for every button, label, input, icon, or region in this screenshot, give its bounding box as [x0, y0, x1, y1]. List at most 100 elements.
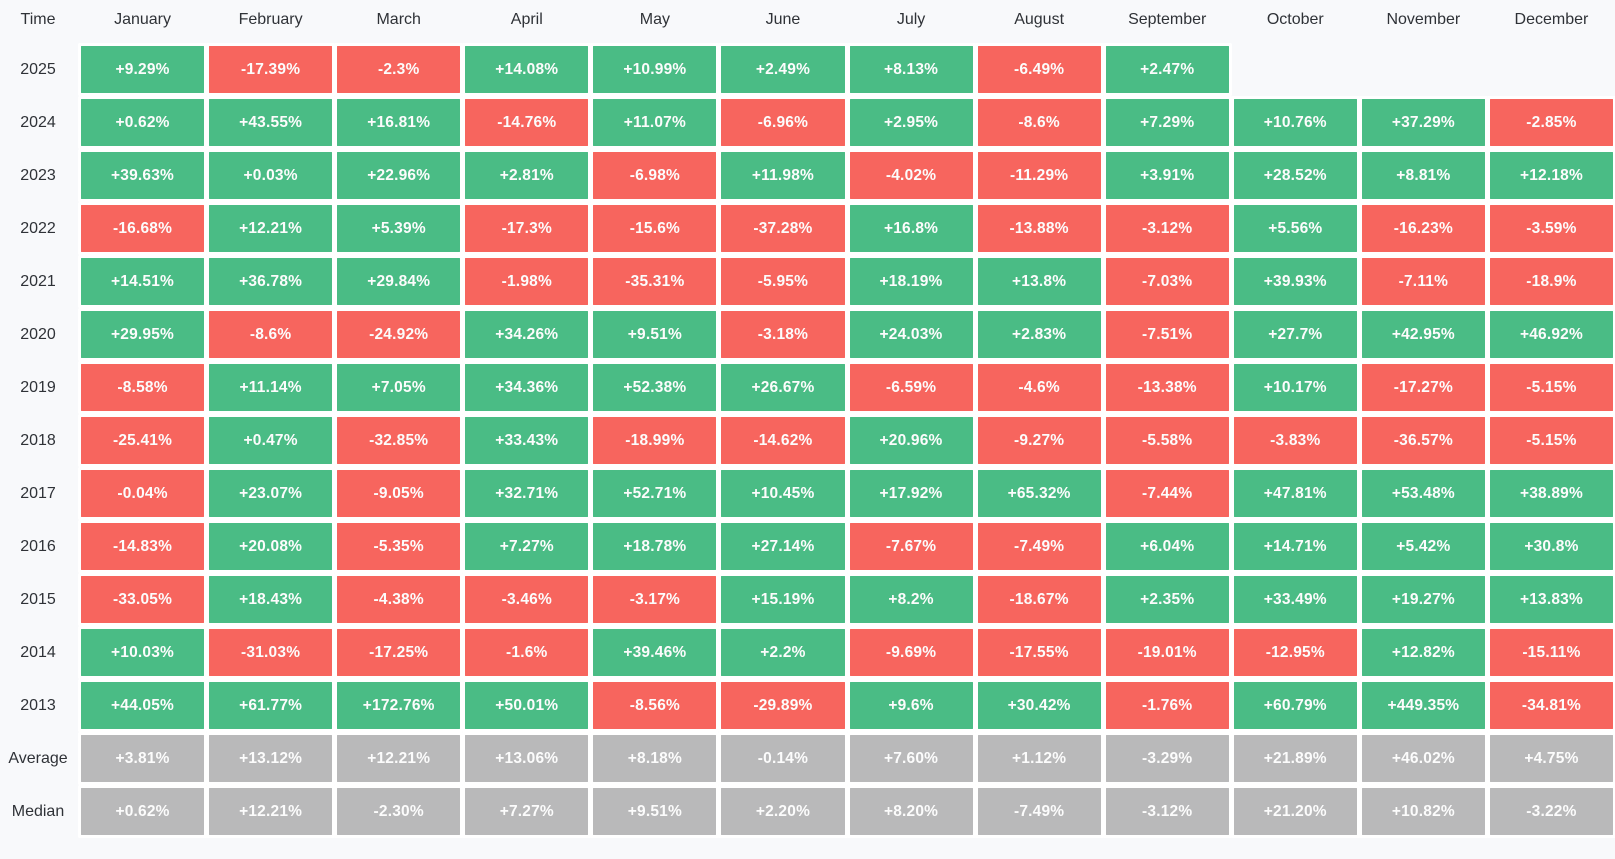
summary-cell: -3.12% [1105, 788, 1229, 835]
return-cell: +20.96% [849, 417, 973, 464]
return-cell: +17.92% [849, 470, 973, 517]
return-cell: -35.31% [593, 258, 717, 305]
return-cell: +27.7% [1233, 311, 1357, 358]
row-label: Average [8, 749, 68, 767]
corner-header-time: Time [20, 11, 56, 28]
return-cell: +34.36% [465, 364, 589, 411]
month-header: May [639, 11, 670, 28]
return-cell: +32.71% [465, 470, 589, 517]
summary-cell: +7.27% [465, 788, 589, 835]
summary-cell: +0.62% [81, 788, 205, 835]
return-cell: +10.03% [81, 629, 205, 676]
summary-cell: +8.20% [849, 788, 973, 835]
return-cell: +52.38% [593, 364, 717, 411]
return-cell: -5.15% [1489, 364, 1613, 411]
return-cell: +9.51% [593, 311, 717, 358]
return-cell: +39.63% [81, 152, 205, 199]
return-cell: -18.67% [977, 576, 1101, 623]
return-cell: +12.18% [1489, 152, 1613, 199]
return-cell: -7.03% [1105, 258, 1229, 305]
row-label: Median [11, 802, 65, 820]
return-cell: +19.27% [1361, 576, 1485, 623]
return-cell: -4.02% [849, 152, 973, 199]
return-cell: -0.04% [81, 470, 205, 517]
return-cell: +13.83% [1489, 576, 1613, 623]
summary-cell: +10.82% [1361, 788, 1485, 835]
return-cell: +23.07% [209, 470, 333, 517]
return-cell: -8.58% [81, 364, 205, 411]
summary-cell: +46.02% [1361, 735, 1485, 782]
return-cell: +5.39% [337, 205, 461, 252]
return-cell: +13.8% [977, 258, 1101, 305]
month-header: November [1386, 11, 1461, 28]
return-cell: -17.27% [1361, 364, 1485, 411]
return-cell: -8.56% [593, 682, 717, 729]
empty-cell [1234, 46, 1357, 93]
return-cell: +46.92% [1489, 311, 1613, 358]
return-cell: +5.56% [1233, 205, 1357, 252]
return-cell: +6.04% [1105, 523, 1229, 570]
return-cell: -5.15% [1489, 417, 1613, 464]
return-cell: +9.6% [849, 682, 973, 729]
return-cell: -16.68% [81, 205, 205, 252]
summary-cell: -3.29% [1105, 735, 1229, 782]
return-cell: +37.29% [1361, 99, 1485, 146]
summary-cell: +21.20% [1233, 788, 1357, 835]
row-label: 2025 [20, 60, 56, 78]
return-cell: -17.25% [337, 629, 461, 676]
return-cell: +16.81% [337, 99, 461, 146]
return-cell: +39.93% [1233, 258, 1357, 305]
return-cell: +30.42% [977, 682, 1101, 729]
row-label: 2015 [20, 590, 56, 608]
empty-cell [1362, 46, 1485, 93]
return-cell: +30.8% [1489, 523, 1613, 570]
return-cell: -1.6% [465, 629, 589, 676]
return-cell: +28.52% [1233, 152, 1357, 199]
return-cell: -5.95% [721, 258, 845, 305]
return-cell: -17.55% [977, 629, 1101, 676]
return-cell: +15.19% [721, 576, 845, 623]
summary-cell: +21.89% [1233, 735, 1357, 782]
return-cell: +39.46% [593, 629, 717, 676]
return-cell: -14.83% [81, 523, 205, 570]
return-cell: +3.91% [1105, 152, 1229, 199]
return-cell: +34.26% [465, 311, 589, 358]
return-cell: +8.13% [849, 46, 973, 93]
empty-cell [1490, 46, 1613, 93]
return-cell: -17.3% [465, 205, 589, 252]
summary-cell: +3.81% [81, 735, 205, 782]
month-header: August [1014, 11, 1065, 28]
row-label: 2014 [20, 643, 56, 661]
return-cell: +0.62% [81, 99, 205, 146]
return-cell: +14.08% [465, 46, 589, 93]
summary-cell: -2.30% [337, 788, 461, 835]
return-cell: +10.17% [1233, 364, 1357, 411]
return-cell: +52.71% [593, 470, 717, 517]
return-cell: +11.98% [721, 152, 845, 199]
return-cell: -6.96% [721, 99, 845, 146]
summary-cell: -3.22% [1489, 788, 1613, 835]
return-cell: +2.83% [977, 311, 1101, 358]
return-cell: +18.78% [593, 523, 717, 570]
return-cell: +29.84% [337, 258, 461, 305]
return-cell: +16.8% [849, 205, 973, 252]
return-cell: -18.99% [593, 417, 717, 464]
return-cell: +36.78% [209, 258, 333, 305]
return-cell: +12.21% [209, 205, 333, 252]
return-cell: -18.9% [1489, 258, 1613, 305]
return-cell: +0.03% [209, 152, 333, 199]
return-cell: -3.59% [1489, 205, 1613, 252]
return-cell: -13.88% [977, 205, 1101, 252]
return-cell: -16.23% [1361, 205, 1485, 252]
return-cell: +2.47% [1105, 46, 1229, 93]
return-cell: -36.57% [1361, 417, 1485, 464]
monthly-returns-heatmap: Time January February March April May June July… [8, 11, 1613, 835]
return-cell: +53.48% [1361, 470, 1485, 517]
return-cell: +38.89% [1489, 470, 1613, 517]
summary-cell: -0.14% [721, 735, 845, 782]
return-cell: +2.81% [465, 152, 589, 199]
return-cell: -13.38% [1105, 364, 1229, 411]
return-cell: -14.62% [721, 417, 845, 464]
month-header: December [1514, 11, 1589, 28]
row-label: 2020 [20, 325, 56, 343]
